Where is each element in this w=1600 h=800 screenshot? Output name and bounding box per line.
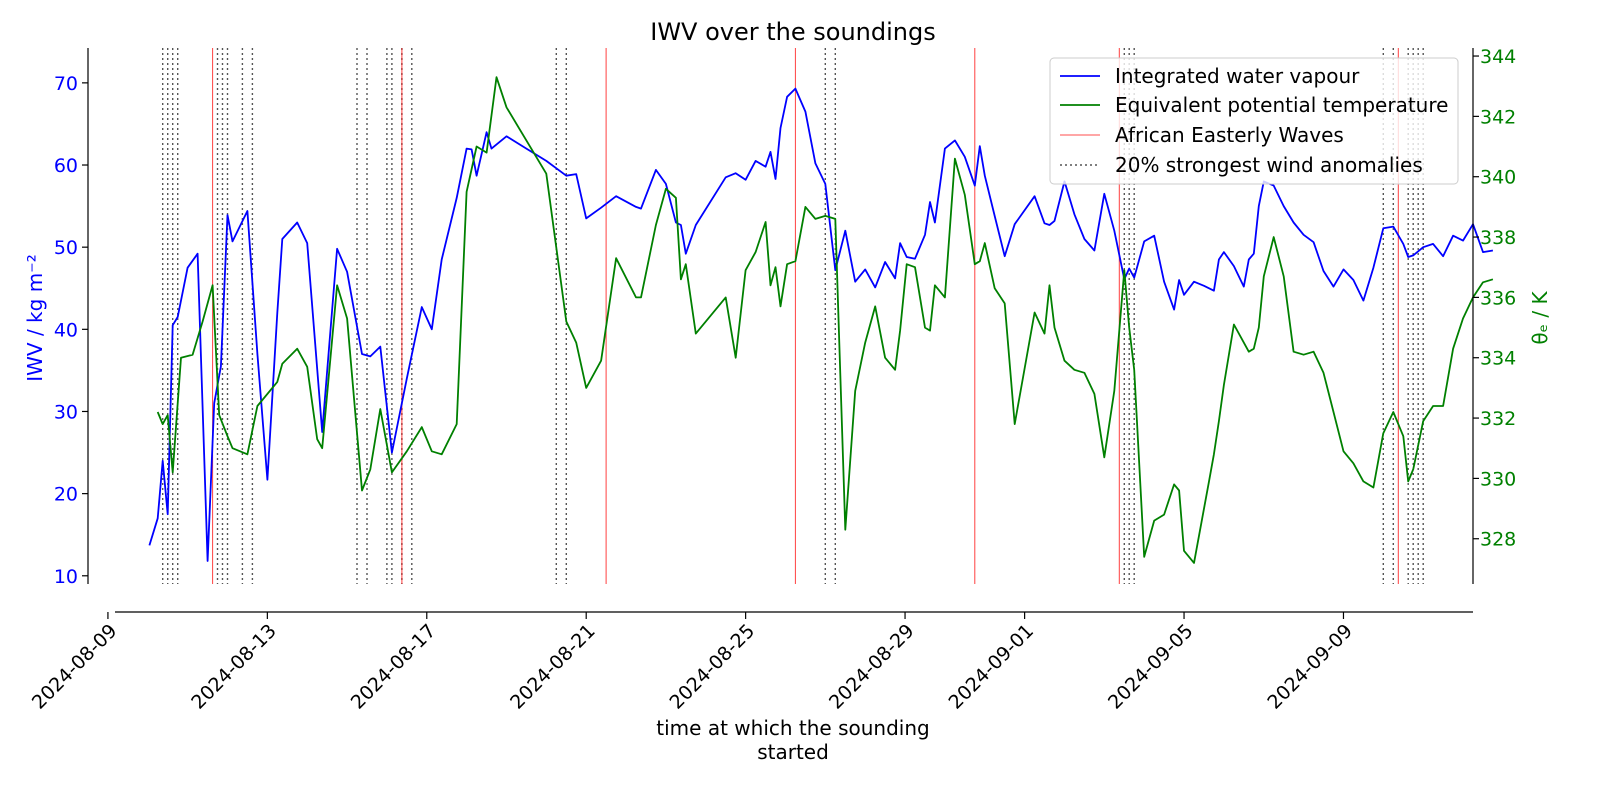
right-y-tick-label: 330 (1480, 468, 1516, 490)
x-tick-label: 2024-09-01 (945, 620, 1039, 714)
right-y-tick-label: 342 (1480, 106, 1516, 128)
x-axis-title-line1: time at which the sounding (656, 716, 929, 740)
legend: Integrated water vapour Equivalent poten… (1049, 57, 1459, 185)
x-tick-label: 2024-08-25 (666, 620, 760, 714)
right-y-tick-label: 344 (1480, 46, 1516, 68)
legend-label-wind: 20% strongest wind anomalies (1115, 153, 1423, 177)
right-y-tick-label: 338 (1480, 227, 1516, 249)
right-y-tick-label: 336 (1480, 287, 1516, 309)
left-y-axis-title: IWV / kg m⁻² (23, 254, 47, 382)
x-tick-label: 2024-08-17 (347, 620, 441, 714)
right-y-tick-label: 332 (1480, 408, 1516, 430)
left-y-tick-label: 30 (54, 401, 78, 423)
legend-label-iwv: Integrated water vapour (1115, 64, 1360, 88)
x-tick-label: 2024-08-09 (28, 620, 122, 714)
left-y-tick-label: 60 (54, 155, 78, 177)
right-y-tick-label: 340 (1480, 167, 1516, 189)
chart-title: IWV over the soundings (650, 18, 935, 46)
theta-e-series-line (156, 76, 1494, 564)
legend-label-theta: Equivalent potential temperature (1115, 93, 1448, 117)
left-y-tick-label: 10 (54, 566, 78, 588)
x-axis-title-line2: started (757, 740, 829, 764)
x-tick-label: 2024-08-21 (506, 620, 600, 714)
right-y-axis-title: θₑ / K (1528, 291, 1552, 345)
legend-box (1049, 57, 1459, 185)
left-y-tick-label: 50 (54, 237, 78, 259)
vertical-markers-layer (161, 48, 1424, 584)
left-y-tick-label: 70 (54, 73, 78, 95)
x-tick-label: 2024-09-05 (1104, 620, 1198, 714)
left-y-tick-label: 40 (54, 319, 78, 341)
x-tick-label: 2024-08-29 (825, 620, 919, 714)
legend-label-aew: African Easterly Waves (1115, 123, 1344, 147)
left-y-tick-label: 20 (54, 484, 78, 506)
x-tick-label: 2024-08-13 (187, 620, 281, 714)
right-y-tick-label: 334 (1480, 348, 1516, 370)
right-y-tick-label: 328 (1480, 529, 1516, 551)
x-tick-label: 2024-09-09 (1263, 620, 1357, 714)
